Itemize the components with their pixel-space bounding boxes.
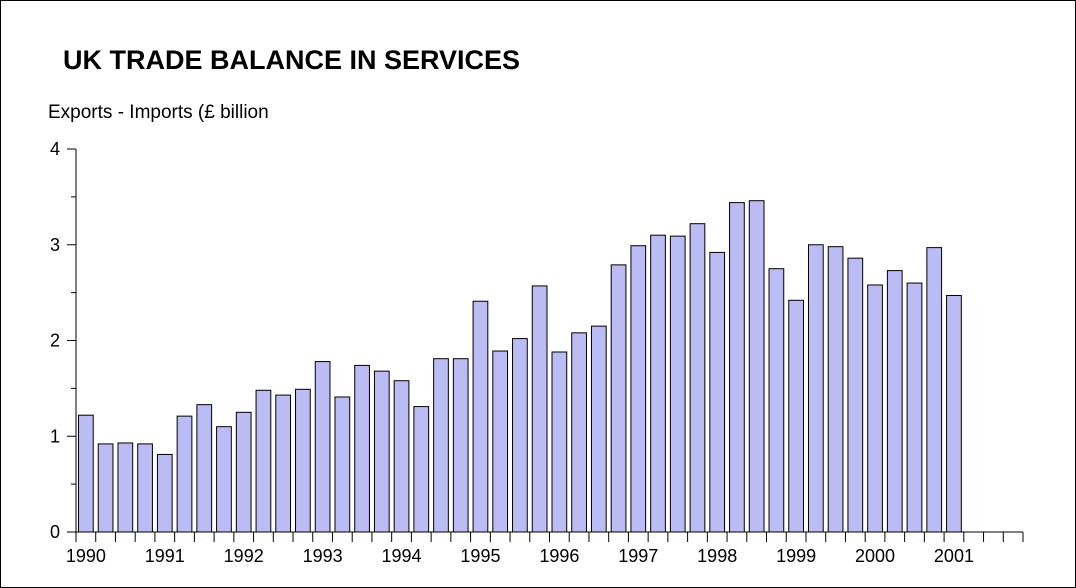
x-tick-label: 1992 (224, 546, 264, 566)
bar-1990-q4 (137, 443, 153, 533)
bar-1997-q3 (669, 235, 686, 533)
bar-2001-q1 (946, 295, 962, 533)
x-tick-label: 1998 (697, 546, 737, 566)
bar-1998-q3 (748, 200, 765, 533)
bar-1999-q1 (788, 299, 804, 533)
bar-1996-q1 (551, 351, 568, 533)
bar-1995-q1 (472, 300, 489, 533)
bar-1991-q4 (216, 426, 232, 533)
bar-2000-q3 (906, 282, 923, 533)
bar-1993-q2 (334, 396, 351, 533)
bar-1998-q4 (768, 268, 785, 533)
bar-1999-q4 (847, 257, 864, 533)
bar-1993-q4 (373, 370, 390, 533)
chart-title: UK TRADE BALANCE IN SERVICES (63, 45, 521, 75)
bar-1994-q4 (452, 358, 469, 533)
x-tick-label: 1995 (460, 546, 500, 566)
bar-1999-q3 (827, 246, 844, 533)
bar-2000-q1 (867, 284, 883, 533)
bar-1996-q4 (610, 264, 627, 533)
bar-1992-q2 (255, 389, 272, 533)
bar-1998-q1 (709, 251, 726, 533)
bar-1995-q4 (531, 285, 548, 533)
x-tick-label: 1999 (776, 546, 816, 566)
bar-1994-q2 (413, 406, 430, 533)
x-tick-label: 2000 (855, 546, 895, 566)
y-axis-label: Exports - Imports (£ billion (48, 102, 269, 123)
y-tick-label: 4 (50, 139, 60, 159)
bar-1992-q4 (295, 388, 311, 533)
bar-1996-q2 (571, 332, 587, 533)
bar-1997-q1 (630, 245, 647, 533)
bars-group (78, 200, 962, 533)
bar-1998-q2 (729, 202, 745, 533)
bar-1991-q1 (156, 453, 173, 533)
bar-1996-q3 (590, 325, 607, 533)
axes-group: 0 1 2 3 4 1990 1991 1992 1993 1994 1995 1996 1997 199… (50, 139, 1024, 566)
bar-1995-q3 (512, 338, 528, 533)
x-tick-label: 1996 (539, 546, 579, 566)
x-tick-label: 1990 (66, 546, 106, 566)
bar-1992-q3 (275, 394, 292, 533)
y-tick-label: 2 (50, 331, 60, 351)
bar-1997-q4 (689, 223, 706, 533)
y-tick-label: 1 (50, 426, 60, 446)
bar-1993-q1 (314, 361, 331, 533)
bar-1991-q2 (176, 415, 193, 533)
bar-2000-q4 (926, 247, 943, 533)
bar-1997-q2 (650, 234, 666, 533)
bar-1990-q1 (78, 414, 94, 533)
y-tick-label: 3 (50, 235, 60, 255)
bar-1990-q3 (117, 442, 134, 533)
bar-1999-q2 (807, 244, 824, 533)
bar-1992-q1 (235, 411, 252, 533)
bar-1993-q3 (354, 364, 370, 533)
bar-1990-q2 (97, 443, 114, 533)
bar-1994-q1 (393, 380, 410, 533)
bar-1994-q3 (433, 358, 449, 533)
x-tick-label: 1993 (303, 546, 343, 566)
y-tick-label: 0 (50, 522, 60, 542)
x-tick-label: 1994 (382, 546, 422, 566)
bar-1995-q2 (492, 350, 509, 533)
x-tick-label: 2001 (934, 546, 974, 566)
bar-2000-q2 (886, 270, 903, 533)
x-tick-label: 1997 (618, 546, 658, 566)
bar-1991-q3 (196, 404, 213, 533)
x-tick-label: 1991 (145, 546, 185, 566)
